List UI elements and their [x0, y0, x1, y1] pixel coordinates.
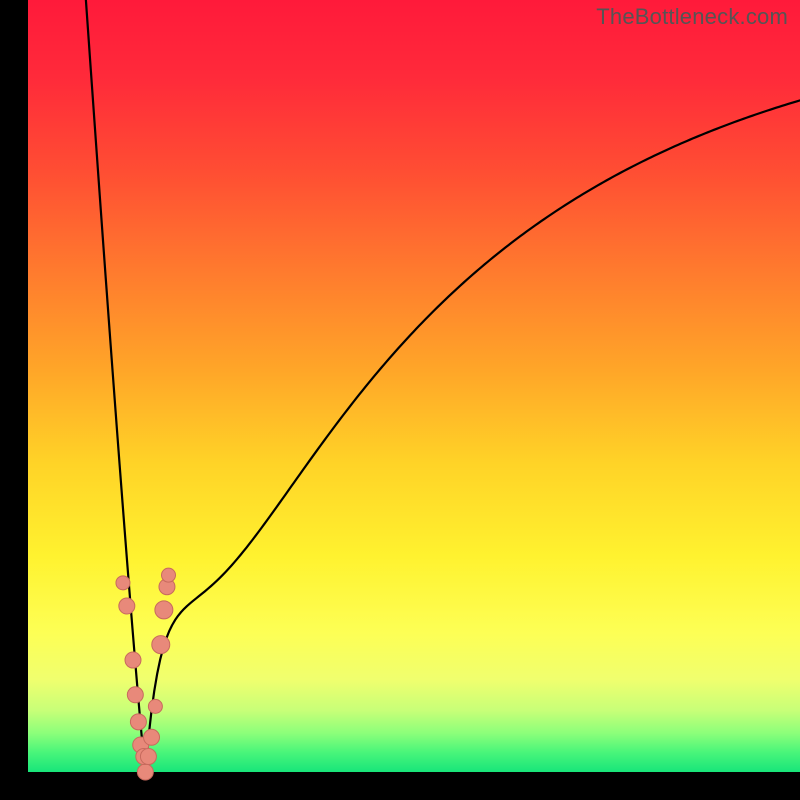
marker-right — [148, 699, 162, 713]
watermark-label: TheBottleneck.com — [596, 4, 788, 30]
marker-left — [125, 652, 141, 668]
marker-right — [162, 568, 176, 582]
chart-container: TheBottleneck.com — [0, 0, 800, 800]
marker-right — [144, 729, 160, 745]
marker-right — [152, 636, 170, 654]
bottleneck-chart — [0, 0, 800, 800]
marker-right — [140, 749, 156, 765]
chart-bg-gradient — [28, 0, 800, 772]
marker-right — [155, 601, 173, 619]
marker-left — [127, 687, 143, 703]
marker-left — [116, 576, 130, 590]
marker-left — [130, 714, 146, 730]
marker-left — [119, 598, 135, 614]
marker-left — [137, 764, 153, 780]
